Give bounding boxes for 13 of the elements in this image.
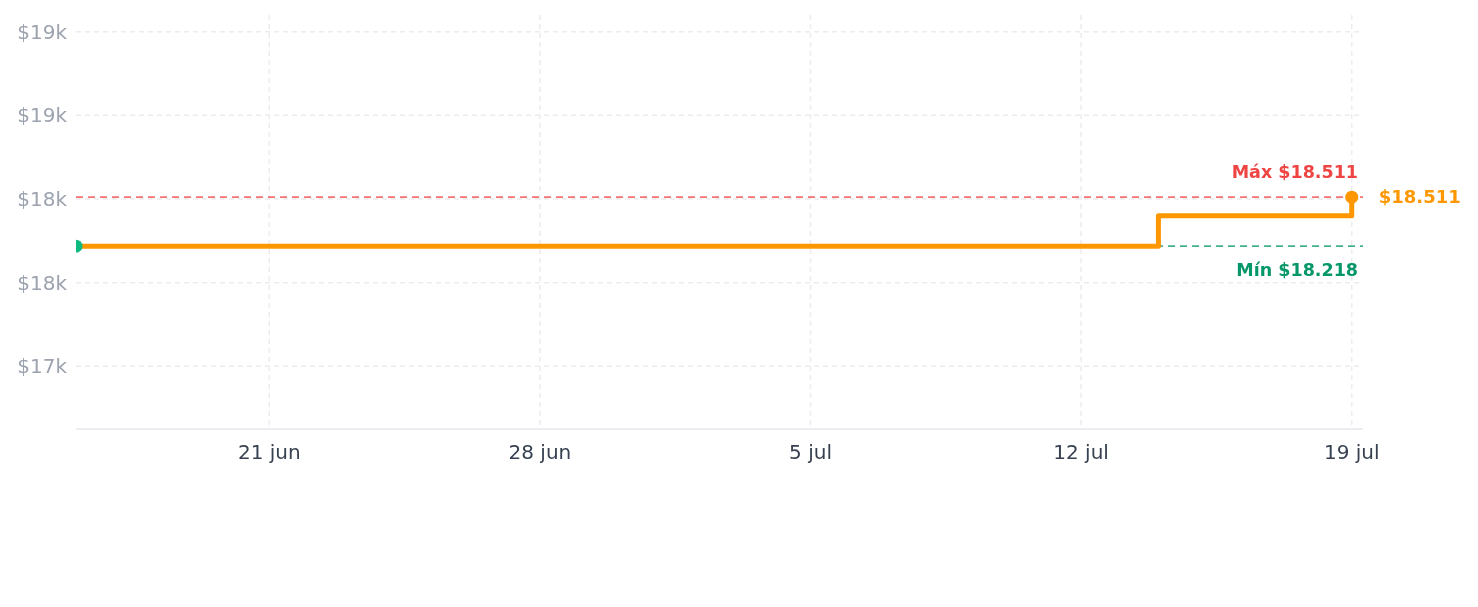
y-tick-label: $19k: [17, 103, 68, 128]
ref-line-label: Mín $18.218: [1236, 260, 1358, 281]
x-tick-label: 28 jun: [508, 440, 572, 464]
ref-line-label: Máx $18.511: [1231, 162, 1358, 183]
y-tick-label: $18k: [17, 187, 68, 211]
x-tick-label: 21 jun: [237, 440, 301, 464]
data-label: $18.511: [1378, 186, 1461, 208]
y-tick-label: $19k: [17, 19, 68, 44]
x-tick-label: 19 jul: [1323, 440, 1380, 464]
y-tick-label: $18k: [17, 270, 68, 295]
x-tick-label: 12 jul: [1053, 440, 1109, 464]
x-tick-label: 5 jul: [789, 440, 832, 464]
y-tick-label: $17k: [17, 354, 68, 379]
